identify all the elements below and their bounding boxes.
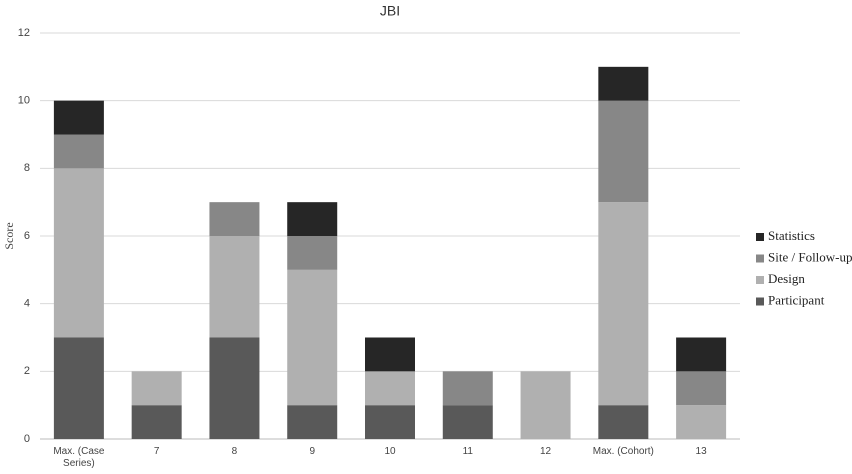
y-tick-label: 12 <box>18 27 30 39</box>
legend-label: Statistics <box>768 228 815 243</box>
bar-segment <box>598 66 649 101</box>
bar-segment <box>209 236 260 338</box>
bar-segment <box>209 337 260 439</box>
bar-segment <box>365 371 415 406</box>
x-tick-label: 12 <box>539 446 552 457</box>
bar-segment <box>598 100 649 203</box>
bar-segment <box>131 405 182 439</box>
x-tick-label: 9 <box>309 446 315 457</box>
bar-segment <box>676 337 727 372</box>
bar-segment <box>598 405 649 439</box>
bar-segment <box>520 371 571 439</box>
bar-segment <box>287 202 338 236</box>
y-tick-label: 2 <box>24 365 30 377</box>
bar-segment <box>53 337 104 439</box>
bar-segment <box>442 405 493 439</box>
bar-segment <box>287 269 338 406</box>
x-tick-label: 11 <box>462 446 473 457</box>
bar-segment <box>53 168 104 338</box>
bar-segment <box>53 100 104 135</box>
legend-label: Site / Follow-up <box>768 249 852 264</box>
bar-segment <box>287 405 338 439</box>
x-tick-label: 13 <box>695 446 707 457</box>
x-tick-label: Max. (Case Series) <box>53 446 105 469</box>
bar-segment <box>676 405 727 439</box>
bar-segment <box>287 236 338 270</box>
legend-swatch <box>756 276 764 284</box>
x-tick-label: Max. (Cohort) <box>592 446 654 457</box>
legend-swatch <box>756 233 764 241</box>
x-tick-label: 10 <box>384 446 396 457</box>
legend-swatch <box>756 254 764 263</box>
y-tick-label: 6 <box>24 230 30 242</box>
chart-title: JBI <box>380 3 400 19</box>
x-tick-label: 8 <box>231 446 238 457</box>
y-axis-label: Score <box>2 222 16 249</box>
x-tick-label: 7 <box>153 446 160 457</box>
y-tick-label: 4 <box>24 298 30 310</box>
legend-label: Design <box>768 271 805 286</box>
bar-segment <box>365 405 415 439</box>
legend-label: Participant <box>768 292 825 307</box>
legend-swatch <box>756 297 764 306</box>
y-tick-label: 8 <box>24 162 30 174</box>
bar-segment <box>53 134 104 169</box>
y-tick-label: 10 <box>18 95 30 107</box>
bar-segment <box>131 371 182 406</box>
bar-segment <box>209 202 260 236</box>
y-tick-label: 0 <box>24 433 30 445</box>
bar-segment <box>676 371 727 406</box>
bar-segment <box>442 371 493 406</box>
bar-segment <box>598 202 649 406</box>
bar-segment <box>365 337 415 372</box>
